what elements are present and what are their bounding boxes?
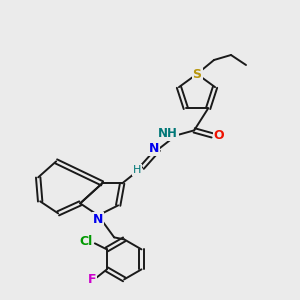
Text: H: H [133, 165, 141, 176]
Text: S: S [193, 68, 202, 80]
Text: N: N [149, 142, 159, 155]
Text: O: O [214, 129, 224, 142]
Text: NH: NH [158, 127, 178, 140]
Text: Cl: Cl [79, 235, 92, 248]
Text: F: F [88, 273, 96, 286]
Text: N: N [93, 213, 104, 226]
